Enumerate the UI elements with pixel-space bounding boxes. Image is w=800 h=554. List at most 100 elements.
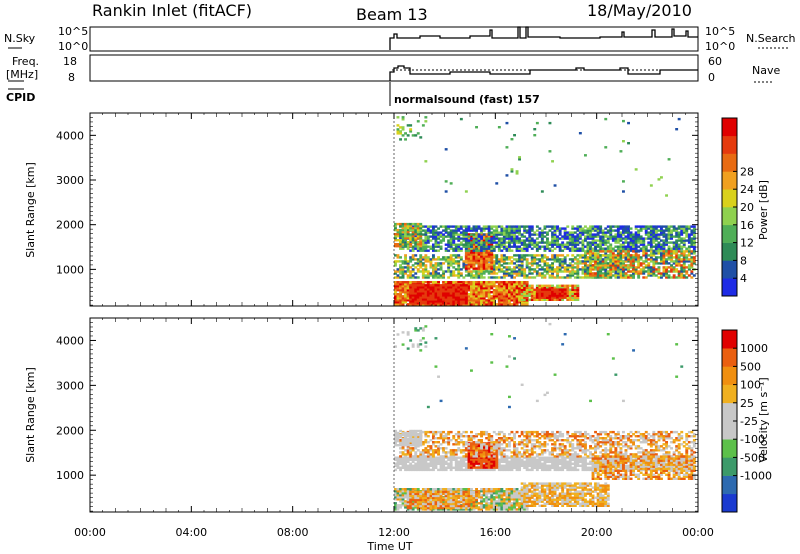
vel-cell	[508, 502, 511, 505]
power-cell	[680, 268, 684, 271]
beam-title: Beam 13	[356, 5, 428, 24]
power-cell	[404, 287, 407, 290]
power-cell	[502, 270, 506, 273]
vel-cell	[447, 488, 451, 491]
power-cell	[520, 260, 524, 263]
power-cell	[538, 235, 542, 238]
power-cell	[421, 284, 425, 287]
power-cell	[487, 272, 491, 275]
power-cell	[566, 268, 570, 271]
power-cell	[634, 268, 638, 271]
power-cell	[581, 233, 585, 236]
power-cell	[535, 294, 539, 297]
power-cell	[449, 239, 453, 242]
power-cell	[546, 245, 549, 248]
power-cell	[419, 224, 423, 228]
power-cell	[449, 258, 453, 261]
vel-cell	[470, 492, 473, 496]
vel-cell	[558, 498, 562, 501]
power-cell	[416, 302, 420, 305]
power-cell	[487, 233, 491, 236]
vel-cell	[411, 504, 415, 508]
power-cell	[642, 268, 646, 271]
power-cell	[401, 116, 405, 119]
power-cell	[515, 254, 519, 257]
power-cell	[472, 261, 476, 264]
power-cell	[399, 130, 402, 133]
power-cell	[399, 264, 402, 267]
power-cell	[442, 272, 445, 275]
power-cell	[538, 288, 542, 291]
power-cell	[616, 235, 620, 238]
power-cell	[543, 231, 547, 234]
nsky-tick-top: 10^5	[58, 25, 88, 38]
power-cell	[520, 241, 524, 244]
power-cell	[662, 241, 666, 244]
power-cell	[566, 245, 570, 248]
vel-cell	[416, 488, 420, 491]
power-cell	[680, 260, 684, 263]
power-cell	[657, 225, 661, 228]
vel-cell	[482, 492, 486, 495]
power-cell	[394, 285, 397, 288]
power-cell	[457, 256, 461, 259]
vel-cell	[508, 492, 511, 495]
vel-cell	[513, 500, 516, 503]
vel-cell	[485, 500, 489, 503]
power-cell	[459, 225, 463, 228]
power-cell	[495, 245, 499, 248]
power-cell	[475, 227, 478, 230]
power-cell	[520, 298, 524, 301]
power-cell	[470, 261, 473, 264]
power-cell	[502, 293, 506, 296]
vel-cell	[394, 504, 397, 507]
power-cell	[401, 228, 405, 232]
power-cell	[459, 272, 463, 275]
power-cell	[487, 289, 491, 292]
power-cell	[680, 258, 684, 261]
power-cell	[452, 272, 456, 275]
power-cell	[551, 258, 554, 261]
power-cell	[644, 225, 648, 228]
vel-cell	[520, 506, 524, 509]
power-cell	[452, 288, 456, 291]
power-cell	[505, 299, 509, 302]
power-cell	[414, 254, 418, 257]
vel-cell	[543, 504, 547, 507]
power-cell	[604, 243, 608, 246]
power-cell	[439, 274, 443, 277]
power-cell	[535, 258, 539, 261]
power-cell	[546, 272, 549, 275]
power-cell	[538, 241, 542, 244]
power-cell	[660, 245, 663, 248]
vel-cell	[508, 498, 511, 501]
vel-cell	[416, 498, 420, 502]
vel-cell	[558, 484, 562, 487]
power-cell	[510, 268, 514, 271]
vel-cell	[459, 488, 463, 491]
power-cell	[553, 298, 557, 301]
power-cell	[404, 235, 407, 238]
power-cell	[505, 174, 509, 177]
power-cell	[523, 235, 527, 238]
power-cell	[464, 190, 468, 193]
power-cell	[657, 245, 661, 248]
power-cell	[637, 262, 641, 265]
power-cell	[404, 254, 407, 257]
power-cell	[416, 288, 420, 291]
power-cell	[604, 256, 608, 259]
power-cell	[414, 258, 418, 261]
vel-cell	[548, 498, 552, 501]
power-cell	[394, 254, 397, 257]
vel-cell	[406, 494, 410, 498]
power-cell	[520, 270, 524, 273]
power-cell	[586, 268, 590, 271]
power-cell	[513, 301, 516, 304]
power-cell	[571, 227, 575, 230]
power-cell	[414, 224, 418, 228]
vel-cell	[416, 500, 420, 504]
power-cell	[543, 227, 547, 230]
vel-cell	[396, 498, 400, 501]
power-cell	[558, 270, 562, 273]
power-cell	[649, 245, 653, 248]
